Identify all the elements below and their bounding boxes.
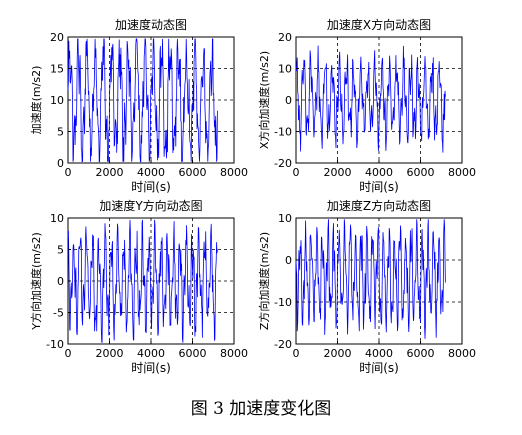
x-tick-label: 0: [65, 166, 72, 179]
x-tick-label: 4000: [137, 347, 165, 360]
x-tick-label: 6000: [179, 166, 207, 179]
y-tick-label: -20: [274, 338, 292, 351]
x-tick-label: 2000: [324, 166, 352, 179]
y-tick-label: 15: [50, 63, 64, 76]
y-tick-label: 5: [57, 244, 64, 257]
y-tick-label: 10: [278, 212, 292, 225]
x-axis-label: 时间(s): [131, 361, 171, 375]
chart-2: 0 2000 4000 6000 8000 -10 -5 0 5 10 加速度Y方向动态图时间(s)…: [29, 198, 248, 375]
y-tick-label: -10: [274, 296, 292, 309]
y-axis-label: X方向加速度(m/s2): [257, 51, 271, 149]
chart-1: 0 2000 4000 6000 8000 -20 -10 0 10 20 加速度X方向动态图时间(…: [257, 17, 476, 194]
y-axis-label: Y方向加速度(m/s2): [29, 232, 43, 330]
x-tick-label: 8000: [220, 166, 248, 179]
y-tick-label: 10: [50, 94, 64, 107]
x-tick-label: 4000: [365, 166, 393, 179]
x-tick-label: 8000: [448, 347, 476, 360]
x-tick-label: 0: [293, 166, 300, 179]
x-axis-label: 时间(s): [359, 180, 399, 194]
series-line: [67, 219, 218, 343]
x-tick-label: 2000: [96, 166, 124, 179]
figure-caption: 图 3 加速度变化图: [190, 399, 332, 419]
chart-title: 加速度X方向动态图: [327, 17, 431, 32]
y-tick-label: 5: [57, 126, 64, 139]
x-axis-label: 时间(s): [131, 180, 171, 194]
y-tick-label: 20: [278, 31, 292, 44]
chart-3: 0 2000 4000 6000 8000 -20 -10 0 10 加速度Z方向动态图时间(s)…: [257, 198, 476, 375]
series-line: [67, 38, 218, 163]
x-tick-label: 8000: [220, 347, 248, 360]
y-axis-label: Z方向加速度(m/s2): [257, 232, 271, 330]
x-tick-label: 0: [65, 347, 72, 360]
y-tick-label: 0: [285, 94, 292, 107]
chart-title: 加速度Y方向动态图: [99, 198, 202, 213]
x-axis-label: 时间(s): [359, 361, 399, 375]
y-tick-label: 0: [285, 254, 292, 267]
x-tick-label: 6000: [179, 347, 207, 360]
x-tick-label: 4000: [365, 347, 393, 360]
y-tick-label: 20: [50, 31, 64, 44]
x-tick-label: 4000: [137, 166, 165, 179]
x-tick-label: 8000: [448, 166, 476, 179]
y-tick-label: -5: [53, 307, 64, 320]
x-tick-label: 6000: [407, 166, 435, 179]
y-tick-label: 0: [57, 157, 64, 170]
series-line: [295, 219, 446, 339]
y-tick-label: 10: [50, 212, 64, 225]
y-axis-label: 加速度(m/s2): [29, 66, 43, 135]
chart-title: 加速度动态图: [115, 17, 187, 32]
x-tick-label: 6000: [407, 347, 435, 360]
chart-title: 加速度Z方向动态图: [327, 198, 431, 213]
x-tick-label: 0: [293, 347, 300, 360]
y-tick-label: -20: [274, 157, 292, 170]
y-tick-label: -10: [46, 338, 64, 351]
x-tick-label: 2000: [324, 347, 352, 360]
y-tick-label: 10: [278, 63, 292, 76]
figure: 0 2000 4000 6000 800005101520加速度动态图时间(s)加速度(…: [29, 17, 476, 375]
y-tick-label: -10: [274, 126, 292, 139]
y-tick-label: 0: [57, 275, 64, 288]
x-tick-label: 2000: [96, 347, 124, 360]
series-line: [295, 45, 446, 153]
